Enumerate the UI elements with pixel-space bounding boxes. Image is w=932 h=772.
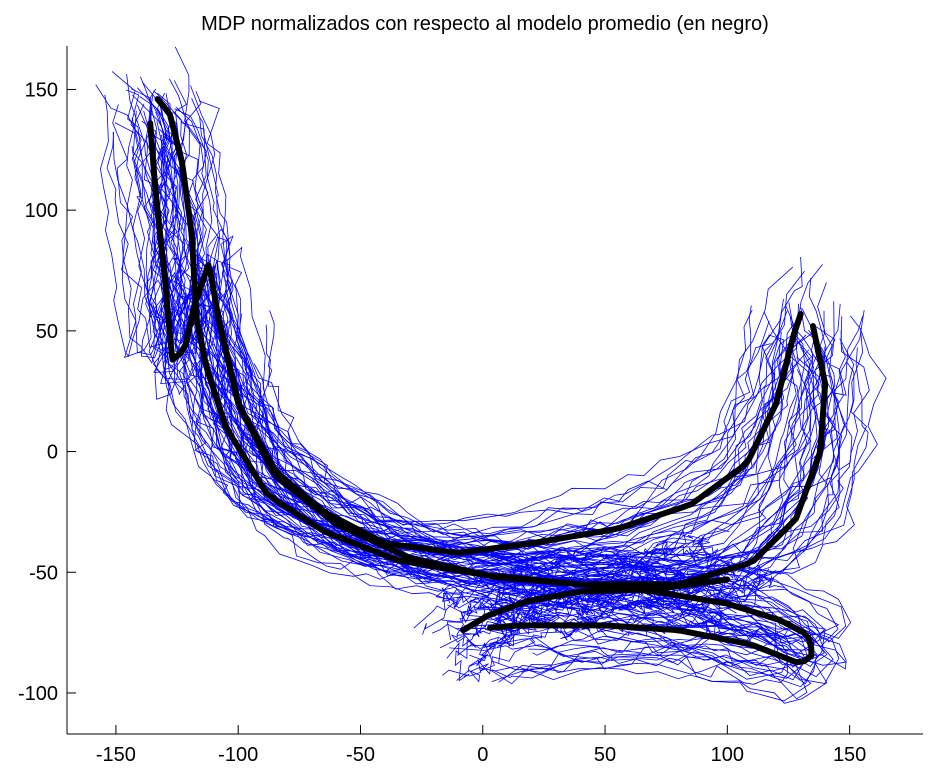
sample-curve-84 bbox=[173, 120, 788, 553]
sample-curve-45 bbox=[175, 106, 815, 614]
x-tick-label-4: 50 bbox=[594, 744, 616, 766]
y-tick-label-5: -100 bbox=[18, 683, 58, 705]
sample-curve-89 bbox=[132, 94, 814, 569]
sample-curve-107 bbox=[454, 554, 714, 682]
y-tick-label-0: 150 bbox=[25, 79, 58, 101]
sample-curve-51 bbox=[441, 540, 708, 628]
sample-curve-29 bbox=[171, 111, 853, 578]
mean-curve-1 bbox=[154, 96, 829, 588]
sample-curve-81 bbox=[160, 134, 836, 569]
x-ticks: -150 -100 -50 0 50 100 150 bbox=[96, 725, 866, 766]
mean-curves bbox=[147, 96, 829, 666]
sample-curve-98 bbox=[196, 282, 826, 685]
sample-curve-67 bbox=[435, 564, 761, 637]
sample-curve-83 bbox=[413, 561, 772, 629]
sample-curve-100 bbox=[151, 120, 794, 558]
axes: -150 -100 -50 0 50 100 150 150 100 50 0 -50 -100 bbox=[18, 46, 923, 766]
y-ticks: 150 100 50 0 -50 -100 bbox=[18, 79, 76, 705]
plot-area bbox=[95, 46, 887, 704]
y-tick-label-4: -50 bbox=[29, 562, 58, 584]
sample-curve-68 bbox=[159, 128, 807, 551]
x-tick-label-0: -150 bbox=[96, 744, 136, 766]
sample-curve-93 bbox=[131, 88, 827, 585]
sample-curve-52 bbox=[145, 108, 810, 527]
sample-curve-91 bbox=[497, 556, 757, 635]
y-tick-label-3: 0 bbox=[47, 442, 58, 464]
sample-curve-65 bbox=[152, 91, 777, 586]
chart-title: MDP normalizados con respecto al modelo … bbox=[201, 13, 769, 35]
sample-curve-90 bbox=[226, 359, 812, 702]
sample-curve-16 bbox=[149, 106, 793, 565]
sample-curve-86 bbox=[212, 350, 840, 684]
sample-curve-48 bbox=[132, 88, 771, 546]
x-tick-label-1: -100 bbox=[218, 744, 258, 766]
sample-curve-24 bbox=[134, 104, 815, 538]
x-tick-label-5: 100 bbox=[711, 744, 744, 766]
sample-curve-85 bbox=[114, 122, 869, 573]
x-tick-label-3: 0 bbox=[477, 744, 488, 766]
sample-curve-4 bbox=[131, 117, 799, 553]
sample-curve-13 bbox=[190, 85, 840, 569]
sample-curve-87 bbox=[467, 544, 743, 673]
x-tick-label-2: -50 bbox=[346, 744, 375, 766]
sample-curve-106 bbox=[204, 289, 808, 700]
sample-curves bbox=[95, 46, 887, 704]
x-tick-label-6: 150 bbox=[833, 744, 866, 766]
sample-curve-80 bbox=[150, 111, 781, 553]
sample-curve-74 bbox=[195, 327, 781, 667]
sample-curve-88 bbox=[150, 164, 827, 585]
sample-curve-69 bbox=[162, 139, 840, 603]
y-tick-label-1: 100 bbox=[25, 200, 58, 222]
mean-curve-3 bbox=[460, 576, 731, 634]
sample-curve-73 bbox=[141, 81, 846, 593]
sample-curve-17 bbox=[137, 87, 830, 590]
y-tick-label-2: 50 bbox=[36, 321, 58, 343]
sample-curve-72 bbox=[148, 181, 823, 524]
sample-curve-108 bbox=[106, 131, 753, 561]
